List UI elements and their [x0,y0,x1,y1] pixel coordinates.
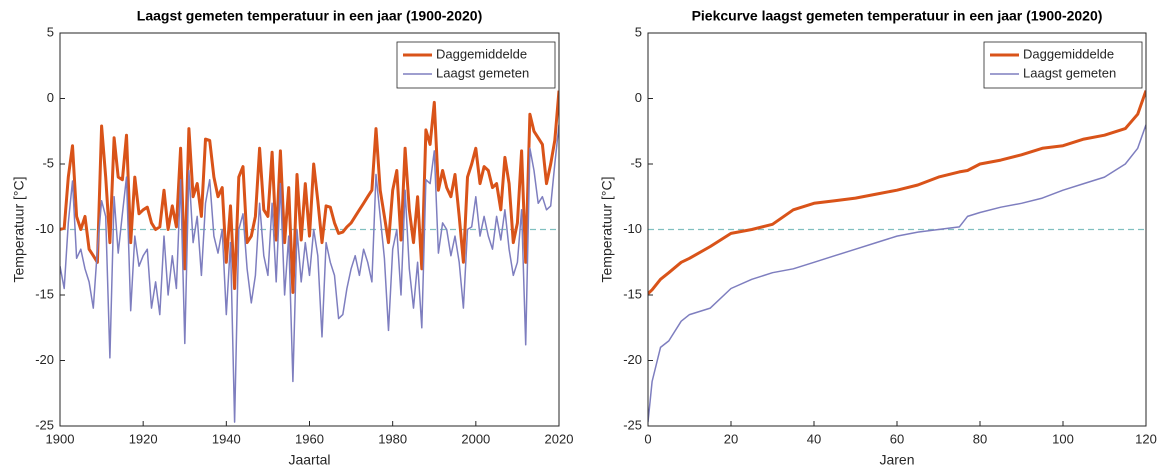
x-tick-label: 20 [724,431,738,446]
y-tick-label: -5 [630,155,642,170]
legend-label: Daggemiddelde [436,46,527,61]
x-tick-label: 120 [1135,431,1157,446]
x-tick-label: 100 [1052,431,1074,446]
chart-title: Piekcurve laagst gemeten temperatuur in … [692,8,1103,24]
y-tick-label: 5 [635,24,642,39]
legend-box [983,41,1143,89]
y-axis-label: Temperatuur [°C] [11,177,27,283]
y-tick-label: 0 [635,90,642,105]
y-tick-label: 5 [47,24,54,39]
chart-title: Laagst gemeten temperatuur in een jaar (… [137,8,482,24]
data-line [60,90,559,294]
y-tick-label: 0 [47,90,54,105]
data-line [648,124,1146,423]
data-line [648,90,1146,295]
y-tick-label: -15 [35,286,54,301]
x-tick-label: 40 [807,431,821,446]
x-tick-label: 1940 [212,431,241,446]
x-tick-label: 2000 [461,431,490,446]
legend-label: Daggemiddelde [1023,46,1114,61]
y-tick-label: -20 [35,352,54,367]
x-tick-label: 1960 [295,431,324,446]
y-tick-label: -20 [623,352,642,367]
legend-box [396,41,556,89]
axes-box [647,32,1147,427]
x-tick-label: 1900 [46,431,75,446]
chart: Piekcurve laagst gemeten temperatuur in … [599,8,1157,468]
legend-label: Laagst gemeten [1023,65,1116,80]
y-tick-label: -25 [623,417,642,432]
data-line [60,124,559,423]
x-tick-label: 0 [644,431,651,446]
x-axis-label: Jaren [879,452,914,468]
y-tick-label: -10 [35,221,54,236]
y-tick-label: -10 [623,221,642,236]
x-tick-label: 60 [890,431,904,446]
x-tick-label: 1980 [378,431,407,446]
y-axis-label: Temperatuur [°C] [599,177,615,283]
y-tick-label: -5 [42,155,54,170]
x-tick-label: 80 [973,431,987,446]
legend-label: Laagst gemeten [436,65,529,80]
y-tick-label: -25 [35,417,54,432]
x-axis-label: Jaartal [288,452,330,468]
x-tick-label: 1920 [129,431,158,446]
chart: Laagst gemeten temperatuur in een jaar (… [11,8,574,468]
y-tick-label: -15 [623,286,642,301]
x-tick-label: 2020 [545,431,574,446]
axes-box [59,32,560,427]
